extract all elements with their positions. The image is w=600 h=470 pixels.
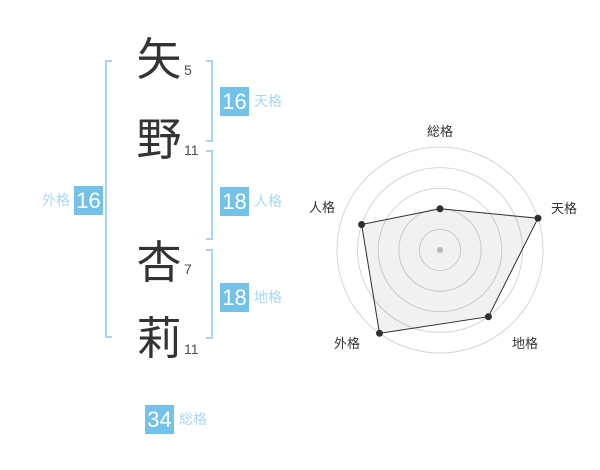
radar-data-point <box>376 329 383 337</box>
radar-axis-label: 天格 <box>551 201 577 216</box>
soukaku-label: 総格 <box>179 411 207 427</box>
stroke-count-4: 11 <box>184 341 199 357</box>
stroke-count-1: 5 <box>184 62 192 78</box>
radar-axis-label: 人格 <box>309 200 335 215</box>
radar-data-point <box>358 221 366 228</box>
radar-data-polygon <box>361 208 539 334</box>
soukaku-value-box: 34 <box>145 405 174 434</box>
jinkaku-bracket <box>206 150 213 240</box>
chikaku-bracket <box>206 249 213 339</box>
radar-data-point <box>436 205 444 213</box>
radar-grid-ring <box>418 228 462 272</box>
gaikaku-bracket <box>105 60 112 338</box>
name-char-1: 矢 <box>136 34 182 85</box>
radar-grid-ring <box>336 146 544 354</box>
radar-center-dot <box>437 247 443 253</box>
gaikaku-label: 外格 <box>42 192 70 208</box>
tenkaku-bracket <box>206 60 213 142</box>
tenkaku-value-box: 16 <box>220 87 249 116</box>
radar-axis-label: 地格 <box>512 336 538 351</box>
name-char-2: 野 <box>136 114 182 165</box>
radar-axis-label: 総格 <box>427 124 453 139</box>
name-char-4: 莉 <box>136 313 182 364</box>
tenkaku-label: 天格 <box>254 93 282 109</box>
jinkaku-label: 人格 <box>254 193 282 209</box>
radar-data-point <box>534 214 542 222</box>
name-char-3: 杏 <box>136 237 182 288</box>
jinkaku-value-box: 18 <box>220 187 249 216</box>
chikaku-label: 地格 <box>254 289 282 305</box>
stroke-count-2: 11 <box>184 142 199 158</box>
stroke-count-3: 7 <box>184 261 192 277</box>
chikaku-value-box: 18 <box>220 283 249 312</box>
radar-grid-ring <box>377 187 503 313</box>
gaikaku-value-box: 16 <box>74 186 103 215</box>
radar-data-point <box>484 313 492 321</box>
radar-axis-label: 外格 <box>334 336 360 351</box>
